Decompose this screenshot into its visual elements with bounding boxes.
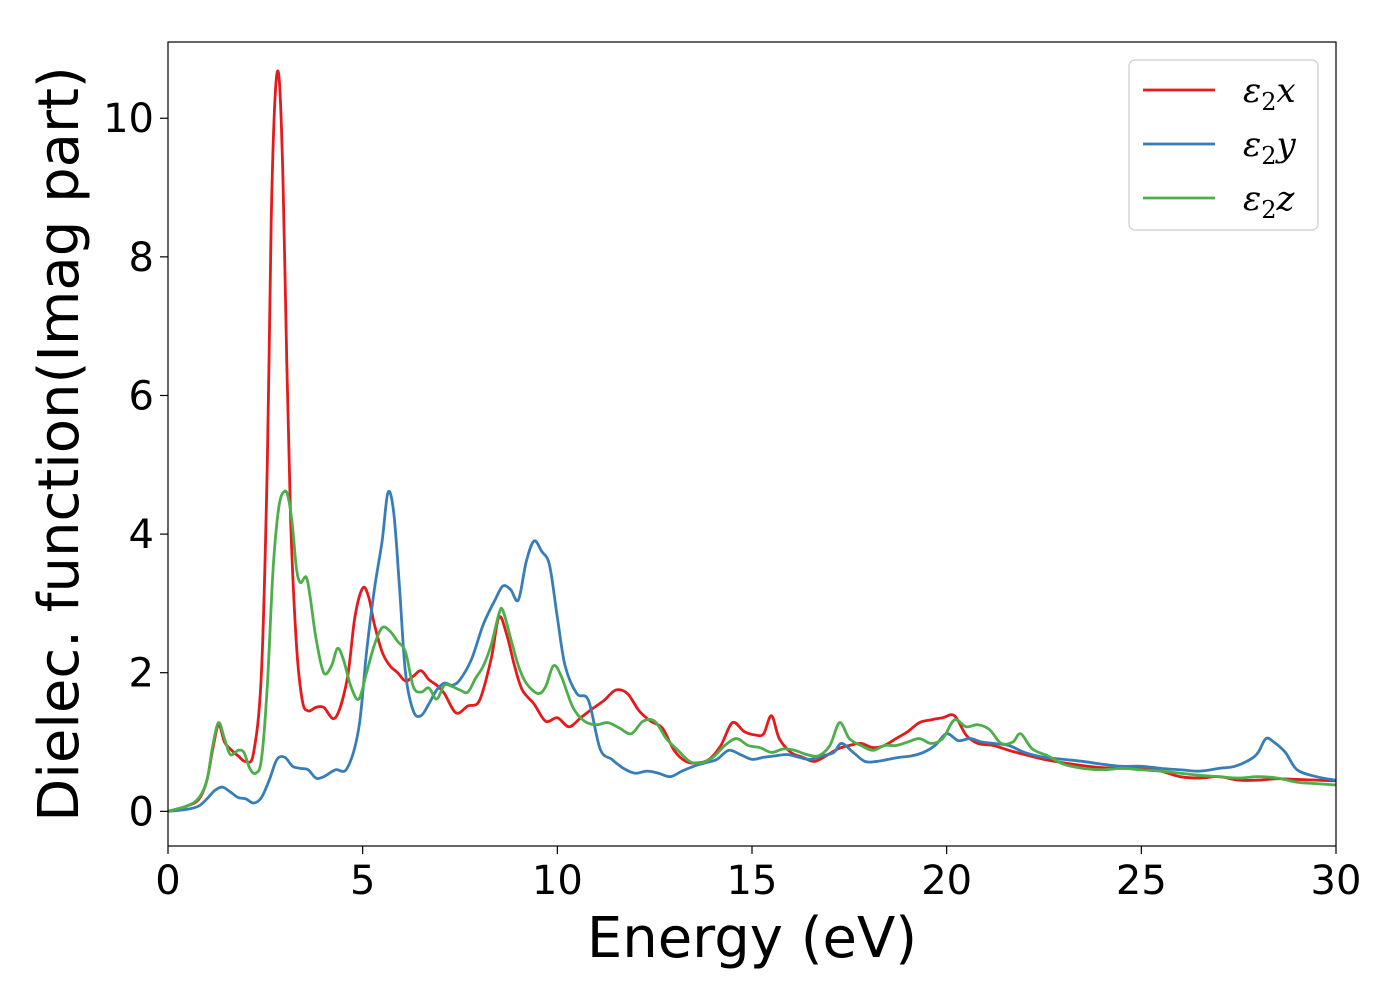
x-tick-label: 5 (350, 858, 375, 904)
plot-area (168, 69, 1336, 813)
x-tick-label: 20 (921, 858, 972, 904)
x-tick-label: 15 (727, 858, 778, 904)
y-tick-label: 10 (103, 96, 154, 142)
x-tick-label: 25 (1116, 858, 1167, 904)
y-tick-label: 4 (129, 512, 154, 558)
x-tick-label: 30 (1311, 858, 1362, 904)
y-tick-label: 2 (129, 651, 154, 697)
x-tick-label: 10 (532, 858, 583, 904)
series-line-z (168, 489, 1336, 813)
legend-label-y: ε2y (1243, 125, 1297, 170)
legend: ε2x ε2y ε2z (1128, 59, 1319, 231)
legend-box (1128, 59, 1319, 231)
y-tick-label: 0 (129, 789, 154, 835)
y-tick-label: 8 (129, 235, 154, 281)
y-tick-label: 6 (129, 373, 154, 419)
legend-label-z: ε2z (1243, 179, 1296, 224)
x-axis-label: Energy (eV) (587, 906, 917, 971)
x-axis: 0 5 10 15 20 25 30 (155, 846, 1361, 904)
legend-label-x: ε2x (1243, 71, 1296, 116)
y-axis: 0 2 4 6 8 10 (103, 96, 168, 835)
x-tick-label: 0 (155, 858, 180, 904)
y-axis-label: Dielec. function(Imag part) (27, 66, 92, 822)
series-line-x (168, 69, 1336, 813)
